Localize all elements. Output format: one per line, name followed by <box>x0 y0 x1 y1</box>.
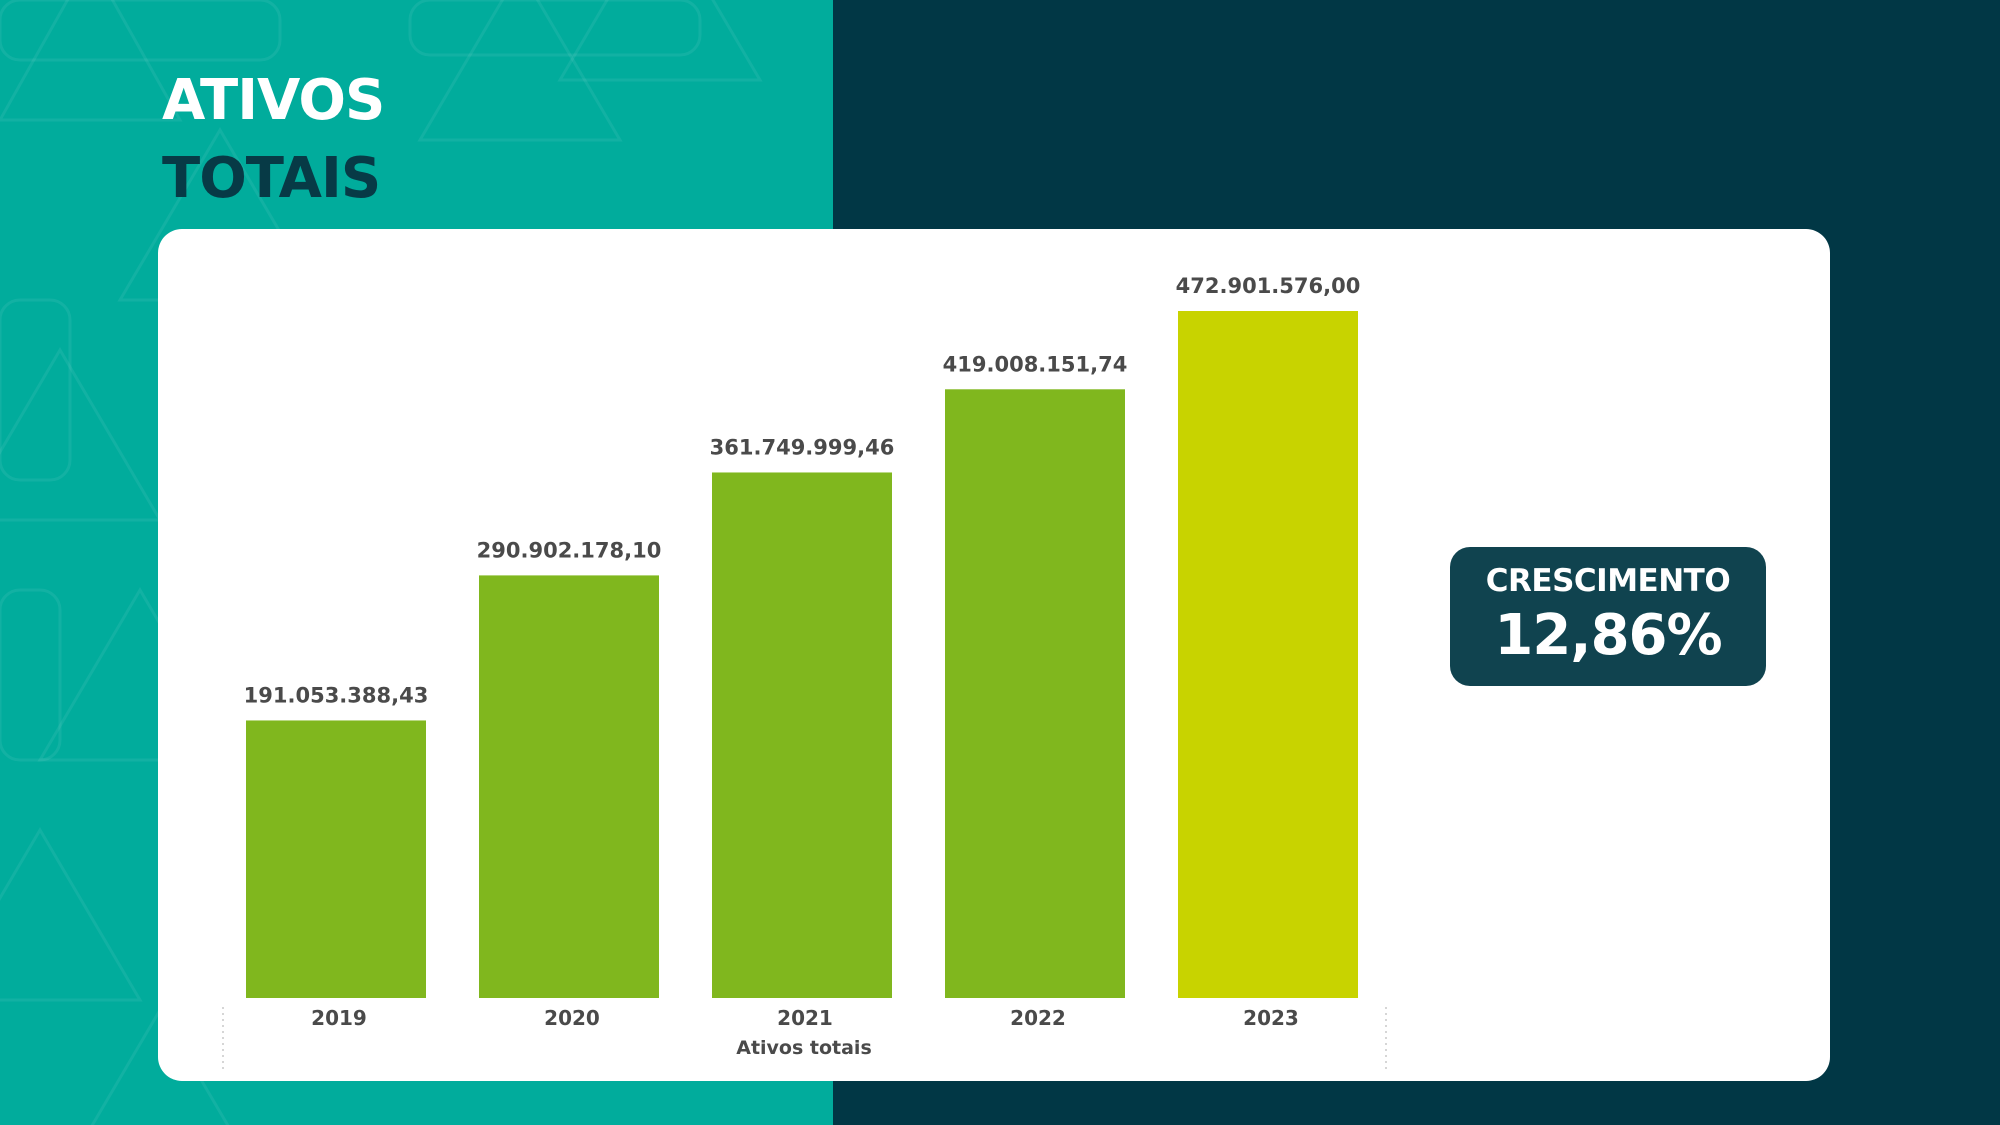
growth-badge: CRESCIMENTO 12,86% <box>1450 547 1766 686</box>
bar-2019[interactable] <box>246 720 426 998</box>
data-label-2019: 191.053.388,43 <box>244 683 429 707</box>
bar-chart: 191.053.388,43 2019 290.902.178,10 2020 361.… <box>222 274 1387 1069</box>
background-pattern <box>0 0 763 1125</box>
data-label-2020: 290.902.178,10 <box>477 538 662 562</box>
growth-badge-label: CRESCIMENTO <box>1485 563 1731 599</box>
growth-badge-value: 12,86% <box>1494 603 1722 668</box>
data-label-2021: 361.749.999,46 <box>710 435 895 459</box>
x-tick-label-2019: 2019 <box>311 1006 367 1030</box>
page-title: ATIVOS TOTAIS <box>162 62 385 218</box>
x-tick-label-2020: 2020 <box>544 1006 600 1030</box>
x-tick-label-2021: 2021 <box>777 1006 833 1030</box>
x-tick-label-2023: 2023 <box>1243 1006 1299 1030</box>
x-tick-label-2022: 2022 <box>1010 1006 1066 1030</box>
bar-2020[interactable] <box>479 575 659 998</box>
bar-2023[interactable] <box>1178 311 1358 998</box>
bar-2021[interactable] <box>712 472 892 998</box>
x-axis-title: Ativos totais <box>736 1037 872 1059</box>
chart-card: 191.053.388,43 2019 290.902.178,10 2020 361.… <box>158 229 1830 1081</box>
title-line-2: TOTAIS <box>162 146 381 211</box>
data-label-2023: 472.901.576,00 <box>1176 274 1361 298</box>
bar-2022[interactable] <box>945 389 1125 998</box>
title-line-1: ATIVOS <box>162 68 385 133</box>
data-label-2022: 419.008.151,74 <box>943 352 1128 376</box>
